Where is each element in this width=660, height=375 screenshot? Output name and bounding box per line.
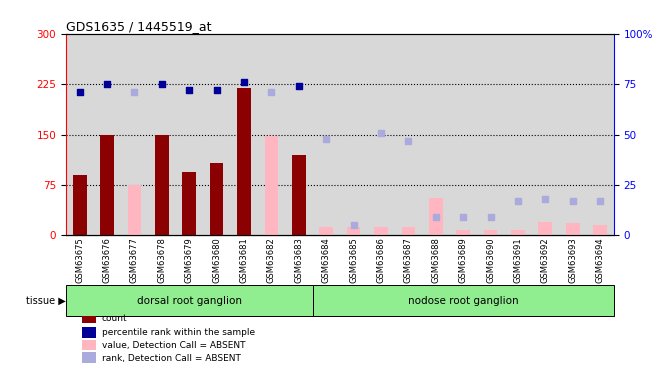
Bar [456,230,470,236]
Bar [73,175,86,236]
Bar [346,227,360,236]
Bar [511,230,525,236]
Point [75,89,85,95]
Text: GSM63693: GSM63693 [568,237,578,283]
Text: GSM63684: GSM63684 [321,237,331,283]
Bar [401,227,415,236]
Text: count: count [102,314,127,323]
Bar [593,225,607,236]
Text: tissue ▶: tissue ▶ [26,296,65,306]
Bar [82,313,96,323]
Point [540,196,550,202]
Bar [127,185,141,236]
Point [211,87,222,93]
Text: GSM63680: GSM63680 [212,237,221,283]
Bar [484,230,498,236]
Point [595,198,605,204]
Bar [82,327,96,338]
Bar [182,171,196,236]
Bar [155,135,169,236]
Text: GSM63682: GSM63682 [267,237,276,283]
Point [513,198,523,204]
Text: GSM63694: GSM63694 [595,237,605,283]
Bar [237,87,251,236]
Point [239,79,249,85]
Text: GSM63683: GSM63683 [294,237,304,283]
Text: nodose root ganglion: nodose root ganglion [408,296,519,306]
Bar [566,224,579,236]
Text: GSM63675: GSM63675 [75,237,84,283]
Text: GSM63678: GSM63678 [157,237,166,283]
Text: GSM63689: GSM63689 [459,237,468,283]
Point [294,83,304,89]
Point [266,89,277,95]
Text: GSM63685: GSM63685 [349,237,358,283]
Point [156,81,167,87]
Bar [374,227,388,236]
Bar [66,285,313,316]
Point [129,89,140,95]
Text: dorsal root ganglion: dorsal root ganglion [137,296,242,306]
Bar [319,227,333,236]
Bar [429,198,443,236]
Text: GSM63677: GSM63677 [130,237,139,283]
Text: GSM63679: GSM63679 [185,237,194,283]
Point [376,130,386,136]
Point [348,222,359,228]
Point [184,87,195,93]
Bar [100,135,114,236]
Point [430,214,441,220]
Text: GSM63688: GSM63688 [431,237,440,283]
Bar [539,222,552,236]
Text: GDS1635 / 1445519_at: GDS1635 / 1445519_at [66,20,211,33]
Bar [210,163,224,236]
Point [321,136,331,142]
Point [403,138,414,144]
Text: value, Detection Call = ABSENT: value, Detection Call = ABSENT [102,341,245,350]
Text: percentile rank within the sample: percentile rank within the sample [102,328,255,337]
Text: rank, Detection Call = ABSENT: rank, Detection Call = ABSENT [102,354,240,363]
Point [458,214,469,220]
Bar [265,136,279,236]
Text: GSM63681: GSM63681 [240,237,249,283]
Text: GSM63692: GSM63692 [541,237,550,283]
Text: GSM63690: GSM63690 [486,237,495,283]
Point [102,81,112,87]
Text: GSM63686: GSM63686 [376,237,385,283]
Bar [313,285,614,316]
Text: GSM63676: GSM63676 [102,237,112,283]
Text: GSM63687: GSM63687 [404,237,413,283]
Bar [82,340,96,350]
Point [485,214,496,220]
Bar [82,352,96,363]
Text: GSM63691: GSM63691 [513,237,523,283]
Bar [292,155,306,236]
Point [568,198,578,204]
